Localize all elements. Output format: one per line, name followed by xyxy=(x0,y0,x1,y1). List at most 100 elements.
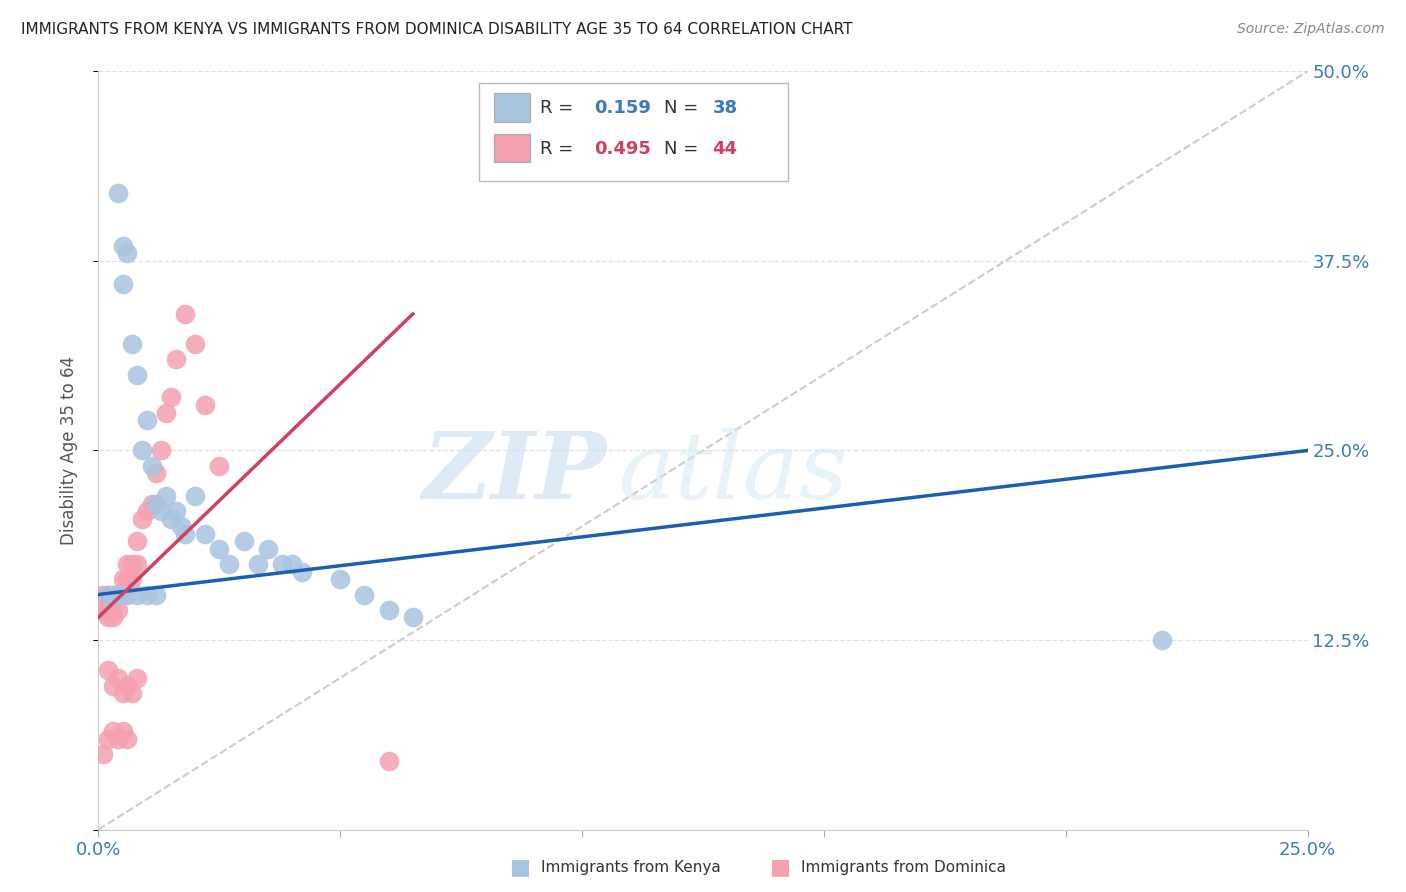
Point xyxy=(377,755,399,769)
Point xyxy=(353,588,375,602)
Point xyxy=(141,458,163,473)
Point xyxy=(101,610,124,624)
Bar xyxy=(494,134,530,162)
Point xyxy=(121,686,143,700)
Point xyxy=(150,443,173,458)
Point xyxy=(97,603,120,617)
Point xyxy=(91,588,114,602)
Point xyxy=(184,337,207,351)
Point xyxy=(117,246,139,260)
Point xyxy=(111,686,134,700)
Point xyxy=(101,588,124,602)
Point xyxy=(101,603,124,617)
Point xyxy=(97,731,120,746)
Point xyxy=(141,496,163,510)
Point xyxy=(111,588,134,602)
Point xyxy=(97,588,120,602)
Text: ■: ■ xyxy=(770,857,790,877)
Point xyxy=(174,307,197,321)
Point xyxy=(91,603,114,617)
Point xyxy=(101,678,124,692)
Point xyxy=(135,413,157,427)
Point xyxy=(117,731,139,746)
Point xyxy=(121,557,143,572)
Point xyxy=(155,405,177,420)
Point xyxy=(208,542,231,557)
Text: Source: ZipAtlas.com: Source: ZipAtlas.com xyxy=(1237,22,1385,37)
Text: IMMIGRANTS FROM KENYA VS IMMIGRANTS FROM DOMINICA DISABILITY AGE 35 TO 64 CORREL: IMMIGRANTS FROM KENYA VS IMMIGRANTS FROM… xyxy=(21,22,852,37)
Text: N =: N = xyxy=(664,140,704,158)
Text: R =: R = xyxy=(540,140,579,158)
Text: 44: 44 xyxy=(713,140,738,158)
Point xyxy=(107,186,129,200)
Point xyxy=(271,557,294,572)
Text: ■: ■ xyxy=(510,857,530,877)
Point xyxy=(402,610,425,624)
Point xyxy=(111,277,134,291)
Point xyxy=(1152,633,1174,648)
Point xyxy=(377,603,399,617)
Point xyxy=(150,504,173,518)
Point xyxy=(329,573,352,587)
Point xyxy=(160,512,183,526)
Point xyxy=(208,458,231,473)
Point xyxy=(127,588,149,602)
Point xyxy=(117,678,139,692)
Point xyxy=(127,557,149,572)
Point xyxy=(232,534,254,549)
Point xyxy=(107,671,129,685)
Point xyxy=(107,588,129,602)
Point xyxy=(121,337,143,351)
Point xyxy=(91,747,114,761)
Point xyxy=(107,588,129,602)
Point xyxy=(194,526,217,541)
Point xyxy=(145,588,167,602)
Point xyxy=(97,664,120,678)
Point xyxy=(160,391,183,405)
Point xyxy=(155,489,177,503)
Point xyxy=(135,504,157,518)
Point xyxy=(107,731,129,746)
Point xyxy=(121,573,143,587)
Text: Immigrants from Kenya: Immigrants from Kenya xyxy=(541,860,721,874)
Point xyxy=(97,610,120,624)
Point xyxy=(117,557,139,572)
Text: ZIP: ZIP xyxy=(422,428,606,518)
Point xyxy=(169,519,191,533)
Text: 38: 38 xyxy=(713,99,738,117)
Point xyxy=(117,588,139,602)
Point xyxy=(247,557,270,572)
Point xyxy=(127,368,149,382)
Text: Immigrants from Dominica: Immigrants from Dominica xyxy=(801,860,1007,874)
Point xyxy=(117,573,139,587)
Bar xyxy=(494,94,530,122)
Point xyxy=(194,398,217,412)
Point xyxy=(174,526,197,541)
Text: 0.495: 0.495 xyxy=(595,140,651,158)
Point xyxy=(135,588,157,602)
Point xyxy=(165,504,187,518)
Point xyxy=(218,557,240,572)
Point xyxy=(145,467,167,481)
Point xyxy=(281,557,304,572)
FancyBboxPatch shape xyxy=(479,83,787,181)
Point xyxy=(290,565,312,579)
Point xyxy=(184,489,207,503)
Point xyxy=(101,724,124,739)
Text: atlas: atlas xyxy=(619,428,848,518)
Point xyxy=(165,352,187,367)
Point xyxy=(111,573,134,587)
Point xyxy=(127,534,149,549)
Point xyxy=(111,238,134,253)
Point xyxy=(127,671,149,685)
Text: R =: R = xyxy=(540,99,579,117)
Point xyxy=(97,588,120,602)
Point xyxy=(107,603,129,617)
Text: 0.159: 0.159 xyxy=(595,99,651,117)
Point xyxy=(101,588,124,602)
Y-axis label: Disability Age 35 to 64: Disability Age 35 to 64 xyxy=(59,356,77,545)
Point xyxy=(111,724,134,739)
Text: N =: N = xyxy=(664,99,704,117)
Point xyxy=(131,443,153,458)
Point xyxy=(256,542,278,557)
